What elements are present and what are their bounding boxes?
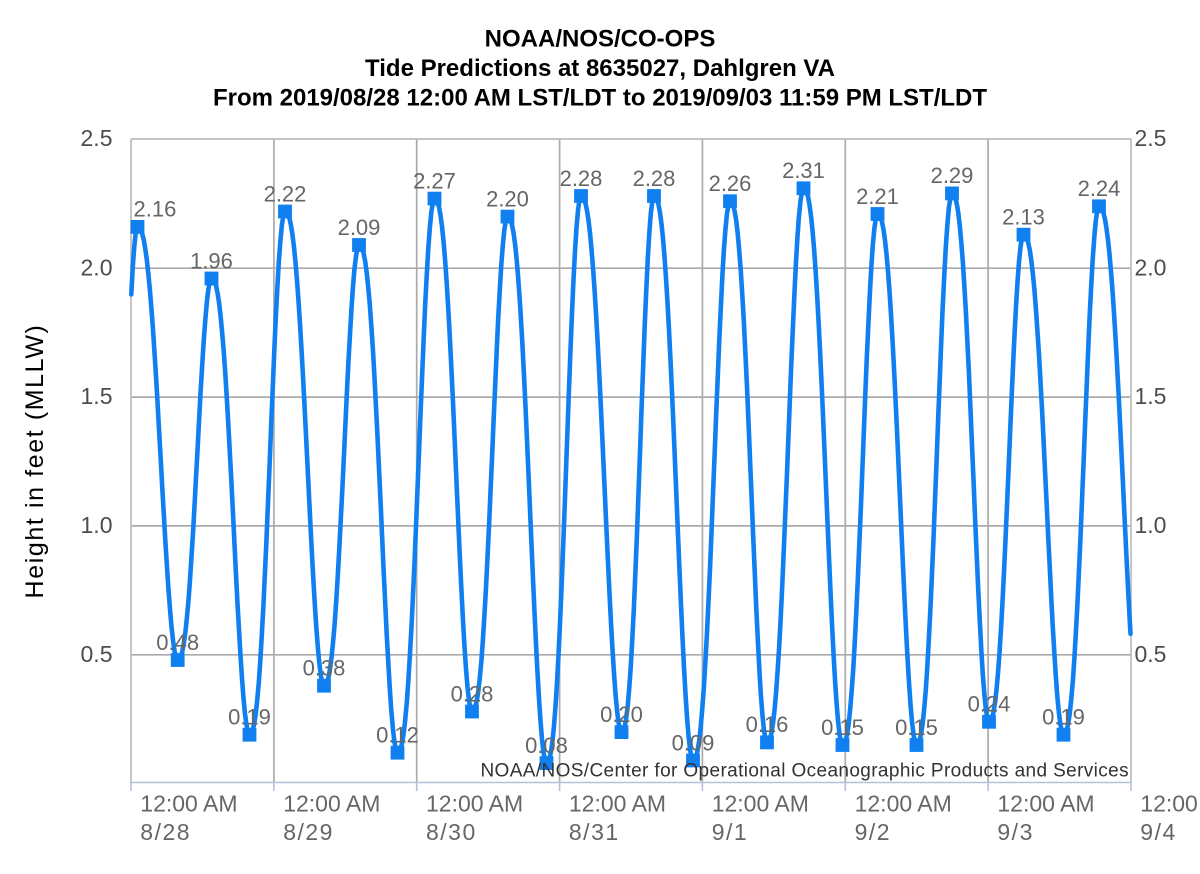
svg-text:9/1: 9/1 bbox=[712, 819, 748, 845]
svg-text:2.5: 2.5 bbox=[1135, 125, 1167, 151]
svg-text:0.38: 0.38 bbox=[303, 656, 346, 681]
svg-text:2.16: 2.16 bbox=[134, 197, 177, 222]
svg-text:1.5: 1.5 bbox=[81, 383, 113, 409]
svg-text:2.0: 2.0 bbox=[81, 254, 113, 280]
svg-text:1.0: 1.0 bbox=[81, 512, 113, 538]
svg-text:2.13: 2.13 bbox=[1002, 205, 1045, 230]
svg-text:2.24: 2.24 bbox=[1078, 176, 1121, 201]
svg-text:2.26: 2.26 bbox=[709, 171, 752, 196]
svg-text:9/3: 9/3 bbox=[997, 819, 1033, 845]
svg-text:0.20: 0.20 bbox=[600, 702, 643, 727]
svg-text:0.28: 0.28 bbox=[451, 681, 494, 706]
svg-text:2.31: 2.31 bbox=[782, 158, 825, 183]
svg-text:12:00 AM: 12:00 AM bbox=[569, 791, 666, 817]
svg-text:0.12: 0.12 bbox=[376, 723, 419, 748]
svg-text:2.09: 2.09 bbox=[338, 215, 381, 240]
svg-text:0.16: 0.16 bbox=[746, 712, 789, 737]
svg-text:2.21: 2.21 bbox=[856, 184, 899, 209]
svg-text:0.24: 0.24 bbox=[968, 692, 1011, 717]
svg-text:9/4: 9/4 bbox=[1140, 819, 1176, 845]
svg-text:1.5: 1.5 bbox=[1135, 383, 1167, 409]
svg-text:0.15: 0.15 bbox=[821, 715, 864, 740]
svg-text:2.22: 2.22 bbox=[264, 181, 307, 206]
svg-text:2.27: 2.27 bbox=[413, 168, 456, 193]
svg-text:12:00 AM: 12:00 AM bbox=[140, 791, 237, 817]
svg-text:Height in feet (MLLW): Height in feet (MLLW) bbox=[21, 324, 49, 599]
svg-text:9/2: 9/2 bbox=[855, 819, 891, 845]
svg-text:2.29: 2.29 bbox=[931, 163, 974, 188]
svg-text:From 2019/08/28 12:00 AM LST/L: From 2019/08/28 12:00 AM LST/LDT to 2019… bbox=[213, 84, 987, 111]
svg-text:0.19: 0.19 bbox=[1042, 705, 1085, 730]
svg-text:12:00 AM: 12:00 AM bbox=[1140, 791, 1200, 817]
svg-text:2.28: 2.28 bbox=[560, 166, 603, 191]
svg-text:2.0: 2.0 bbox=[1135, 254, 1167, 280]
svg-text:2.20: 2.20 bbox=[486, 186, 529, 211]
svg-text:0.15: 0.15 bbox=[895, 715, 938, 740]
svg-text:0.08: 0.08 bbox=[525, 733, 568, 758]
svg-text:NOAA/NOS/Center for Operationa: NOAA/NOS/Center for Operational Oceanogr… bbox=[480, 761, 1129, 782]
svg-text:8/30: 8/30 bbox=[426, 819, 477, 845]
svg-text:0.5: 0.5 bbox=[81, 641, 113, 667]
svg-text:1.0: 1.0 bbox=[1135, 512, 1167, 538]
svg-text:1.96: 1.96 bbox=[190, 248, 233, 273]
svg-text:0.09: 0.09 bbox=[672, 730, 715, 755]
svg-text:8/31: 8/31 bbox=[569, 819, 620, 845]
svg-text:12:00 AM: 12:00 AM bbox=[855, 791, 952, 817]
svg-text:0.19: 0.19 bbox=[228, 705, 271, 730]
svg-text:12:00 AM: 12:00 AM bbox=[997, 791, 1094, 817]
svg-text:NOAA/NOS/CO-OPS: NOAA/NOS/CO-OPS bbox=[485, 26, 716, 53]
svg-text:12:00 AM: 12:00 AM bbox=[283, 791, 380, 817]
svg-text:12:00 AM: 12:00 AM bbox=[426, 791, 523, 817]
svg-text:Tide Predictions at 8635027, D: Tide Predictions at 8635027, Dahlgren VA bbox=[365, 55, 835, 82]
svg-text:0.5: 0.5 bbox=[1135, 641, 1167, 667]
svg-text:2.28: 2.28 bbox=[633, 166, 676, 191]
svg-text:8/29: 8/29 bbox=[283, 819, 334, 845]
svg-text:12:00 AM: 12:00 AM bbox=[712, 791, 809, 817]
svg-text:2.5: 2.5 bbox=[81, 125, 113, 151]
svg-text:0.48: 0.48 bbox=[156, 630, 199, 655]
svg-text:8/28: 8/28 bbox=[140, 819, 191, 845]
